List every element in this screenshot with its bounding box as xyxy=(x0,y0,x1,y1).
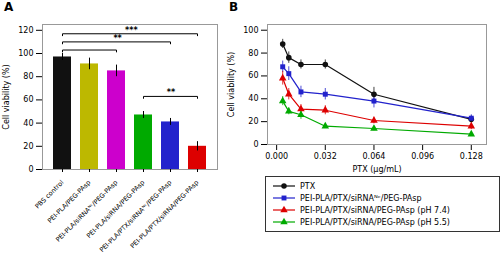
svg-text:**: ** xyxy=(167,88,176,97)
svg-text:60: 60 xyxy=(248,71,258,80)
svg-text:40: 40 xyxy=(248,94,258,103)
svg-text:80: 80 xyxy=(248,49,258,58)
svg-text:0.096: 0.096 xyxy=(411,152,434,161)
html-text:PEI-PLA/PTX/siRNAᴺᶜ/PEG-PAsp: PEI-PLA/PTX/siRNAᴺᶜ/PEG-PAsp xyxy=(300,193,422,203)
svg-text:100: 100 xyxy=(243,26,258,35)
svg-text:PEI-PLA/siRNAᴺᶜ/PEG-PAsp: PEI-PLA/siRNAᴺᶜ/PEG-PAsp xyxy=(54,178,120,244)
svg-text:Cell viability (%): Cell viability (%) xyxy=(2,64,11,129)
svg-text:20: 20 xyxy=(23,142,33,151)
html-text:PEI-PLA/PTX/siRNA/PEG-PAsp (pH: PEI-PLA/PTX/siRNA/PEG-PAsp (pH 5.5) xyxy=(300,217,450,227)
html-text:B: B xyxy=(229,0,239,14)
svg-text:PTX (µg/mL): PTX (µg/mL) xyxy=(352,165,401,174)
svg-text:40: 40 xyxy=(23,119,33,128)
html-text:PEI-PLA/PTX/siRNA/PEG-PAsp (pH: PEI-PLA/PTX/siRNA/PEG-PAsp (pH 7.4) xyxy=(300,205,450,215)
svg-text:PBS control: PBS control xyxy=(33,178,66,211)
svg-text:0.032: 0.032 xyxy=(314,152,337,161)
svg-text:Cell viability (%): Cell viability (%) xyxy=(227,52,236,117)
svg-text:0: 0 xyxy=(28,165,33,174)
svg-text:60: 60 xyxy=(23,95,33,104)
svg-text:PEI-PLA/PTX/siRNA/PEG-PAsp: PEI-PLA/PTX/siRNA/PEG-PAsp xyxy=(129,179,201,251)
svg-text:0.000: 0.000 xyxy=(265,152,288,161)
html-text:A: A xyxy=(4,0,14,14)
svg-text:0.128: 0.128 xyxy=(460,152,483,161)
svg-text:PEI-PLA/PEG-PAsp: PEI-PLA/PEG-PAsp xyxy=(46,178,93,225)
html-text:PTX: PTX xyxy=(300,181,316,191)
svg-text:PEI-PLA/siRNA/PEG-PAsp: PEI-PLA/siRNA/PEG-PAsp xyxy=(85,178,147,240)
svg-text:120: 120 xyxy=(18,26,33,35)
svg-text:***: *** xyxy=(125,26,138,35)
svg-text:100: 100 xyxy=(18,49,33,58)
svg-text:20: 20 xyxy=(248,117,258,126)
svg-text:0: 0 xyxy=(253,140,258,149)
svg-text:PEI-PLA/PTX/siRNAᴺᶜ/PEG-PAsp: PEI-PLA/PTX/siRNAᴺᶜ/PEG-PAsp xyxy=(97,178,174,254)
svg-text:80: 80 xyxy=(23,72,33,81)
svg-text:**: ** xyxy=(113,34,122,43)
svg-text:0.064: 0.064 xyxy=(363,152,386,161)
